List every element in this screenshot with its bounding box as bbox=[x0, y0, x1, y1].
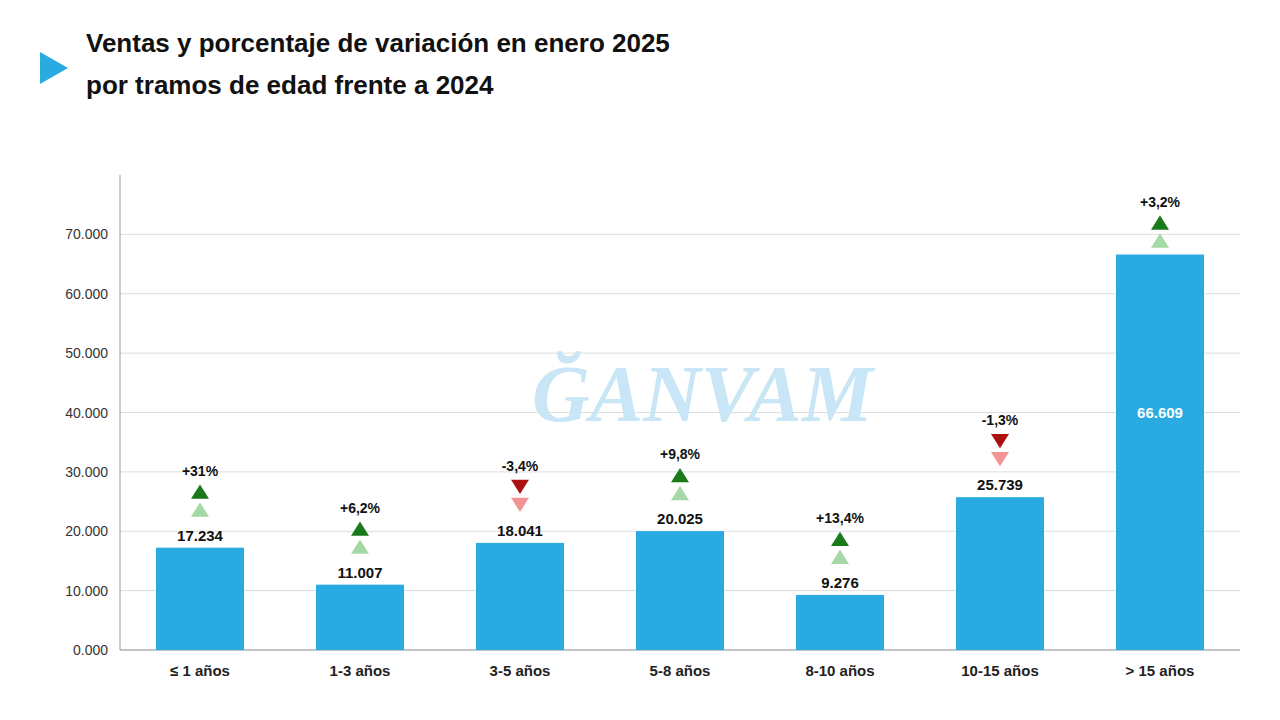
change-chevron bbox=[191, 502, 209, 516]
x-tick-label: > 15 años bbox=[1126, 662, 1195, 679]
y-tick-label: 70.000 bbox=[65, 226, 108, 242]
change-chevron bbox=[191, 484, 209, 498]
y-tick-label: 20.000 bbox=[65, 523, 108, 539]
bar bbox=[156, 548, 244, 650]
grid bbox=[120, 234, 1240, 650]
change-label: +9,8% bbox=[660, 446, 701, 462]
chart: Ventas y porcentaje de variación en ener… bbox=[0, 0, 1280, 720]
y-tick-label: 60.000 bbox=[65, 286, 108, 302]
bars bbox=[156, 255, 1204, 650]
change-label: +6,2% bbox=[340, 500, 381, 516]
change-chevron bbox=[1151, 233, 1169, 247]
grid-line bbox=[120, 234, 1240, 235]
bar bbox=[1116, 255, 1204, 650]
subtitle: por tramos de edad frente a 2024 bbox=[86, 70, 494, 100]
y-tick-label: 30.000 bbox=[65, 464, 108, 480]
bar bbox=[796, 595, 884, 650]
bar bbox=[476, 543, 564, 650]
x-tick-label: 10-15 años bbox=[961, 662, 1039, 679]
value-label: 18.041 bbox=[497, 522, 543, 539]
value-label: 9.276 bbox=[821, 574, 859, 591]
y-axis-line bbox=[120, 175, 121, 650]
change-chevron bbox=[831, 550, 849, 564]
y-tick-label: 10.000 bbox=[65, 583, 108, 599]
bar bbox=[636, 531, 724, 650]
bar bbox=[316, 585, 404, 650]
change-chevron bbox=[671, 468, 689, 482]
change-chevron bbox=[991, 452, 1009, 466]
title: Ventas y porcentaje de variación en ener… bbox=[86, 28, 670, 58]
change-label: -1,3% bbox=[982, 412, 1019, 428]
title-icon bbox=[40, 52, 68, 84]
change-label: +13,4% bbox=[816, 510, 864, 526]
watermark: ĞANVAM bbox=[532, 350, 876, 438]
value-label: 11.007 bbox=[337, 564, 382, 581]
x-tick-label: 3-5 años bbox=[490, 662, 551, 679]
change-chevron bbox=[511, 498, 529, 512]
x-tick-label: 1-3 años bbox=[330, 662, 391, 679]
change-label: -3,4% bbox=[502, 458, 539, 474]
value-label: 17.234 bbox=[177, 527, 224, 544]
change-chevron bbox=[511, 480, 529, 494]
change-chevron bbox=[831, 532, 849, 546]
x-tick-label: 8-10 años bbox=[805, 662, 874, 679]
value-label: 66.609 bbox=[1137, 404, 1183, 421]
y-tick-label: 0.000 bbox=[73, 642, 108, 658]
change-label: +3,2% bbox=[1140, 194, 1181, 210]
change-chevron bbox=[351, 539, 369, 553]
x-tick-label: 5-8 años bbox=[650, 662, 711, 679]
change-chevron bbox=[351, 521, 369, 535]
change-chevron bbox=[671, 486, 689, 500]
change-chevron bbox=[991, 434, 1009, 448]
change-label: +31% bbox=[182, 463, 219, 479]
value-label: 20.025 bbox=[657, 510, 703, 527]
change-chevron bbox=[1151, 215, 1169, 229]
x-tick-label: ≤ 1 años bbox=[170, 662, 230, 679]
labels: 17.234 +31% 11.007 +6,2% 18.041 -3,4% 20.025 +9… bbox=[177, 194, 1183, 591]
y-tick-label: 50.000 bbox=[65, 345, 108, 361]
y-tick-label: 40.000 bbox=[65, 405, 108, 421]
grid-line bbox=[120, 293, 1240, 294]
bar bbox=[956, 497, 1044, 650]
value-label: 25.739 bbox=[977, 476, 1023, 493]
